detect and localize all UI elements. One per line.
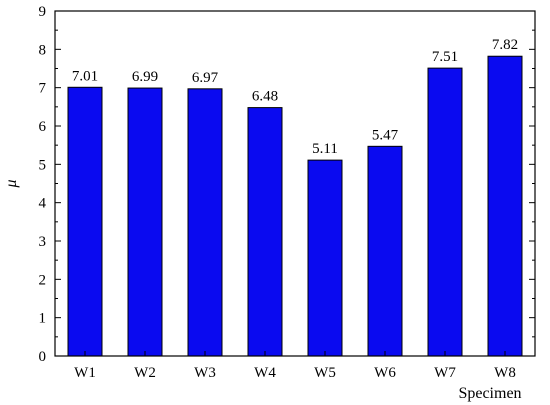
y-tick-label: 1 bbox=[39, 311, 47, 327]
y-axis-title: μ bbox=[3, 179, 20, 188]
data-label-w4: 6.48 bbox=[252, 89, 278, 105]
data-label-w2: 6.99 bbox=[132, 69, 158, 85]
x-tick-label-w7: W7 bbox=[434, 365, 456, 381]
data-label-w6: 5.47 bbox=[372, 127, 399, 143]
y-tick-label: 7 bbox=[39, 81, 47, 97]
y-tick-label: 4 bbox=[39, 196, 47, 212]
bar-w4 bbox=[247, 107, 283, 357]
bar-w5 bbox=[307, 159, 343, 357]
bar-w2 bbox=[127, 87, 163, 357]
bar-w7 bbox=[427, 67, 463, 357]
bars-layer bbox=[67, 55, 523, 357]
y-tick-label: 9 bbox=[39, 4, 47, 20]
plot-frame bbox=[54, 10, 536, 357]
y-tick-label: 2 bbox=[39, 272, 47, 288]
bar-w8 bbox=[487, 55, 523, 357]
bar-w6 bbox=[367, 145, 403, 357]
y-tick-label: 0 bbox=[39, 349, 47, 365]
y-tick-label: 6 bbox=[39, 119, 47, 135]
x-tick-label-w5: W5 bbox=[314, 365, 336, 381]
data-label-w7: 7.51 bbox=[432, 49, 458, 65]
y-tick-label: 8 bbox=[39, 42, 47, 58]
data-labels-layer: 7.01 6.99 6.97 6.48 5.11 5.47 7.51 7.82 bbox=[72, 37, 518, 157]
x-tick-label-w2: W2 bbox=[134, 365, 156, 381]
axes-layer: W1 W2 W3 W4 W5 W6 W7 W8 0 1 2 3 4 5 6 7 8 9 bbox=[39, 4, 536, 381]
x-tick-label-w8: W8 bbox=[494, 365, 516, 381]
x-tick-label-w6: W6 bbox=[374, 365, 396, 381]
data-label-w3: 6.97 bbox=[192, 70, 219, 86]
data-label-w8: 7.82 bbox=[492, 37, 518, 53]
x-tick-label-w4: W4 bbox=[254, 365, 276, 381]
data-label-w5: 5.11 bbox=[312, 141, 338, 157]
y-tick-label: 5 bbox=[39, 157, 47, 173]
x-tick-label-w3: W3 bbox=[194, 365, 216, 381]
data-label-w1: 7.01 bbox=[72, 68, 98, 84]
x-tick-label-w1: W1 bbox=[74, 365, 96, 381]
x-axis-title: Specimen bbox=[458, 385, 521, 402]
y-tick-label: 3 bbox=[39, 234, 47, 250]
bar-w3 bbox=[187, 88, 223, 357]
bar-w1 bbox=[67, 86, 103, 357]
